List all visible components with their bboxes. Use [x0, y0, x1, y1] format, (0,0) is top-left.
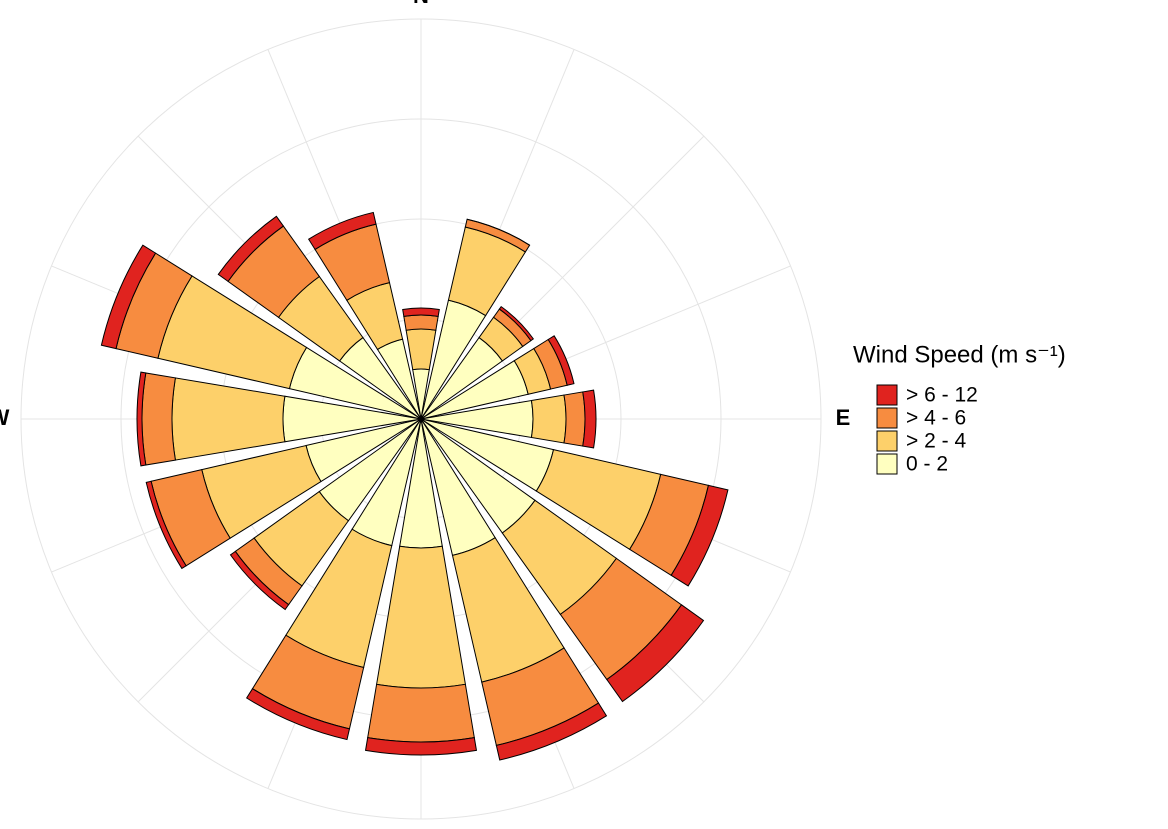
legend-label: > 4 - 6 — [906, 407, 966, 430]
wedge-segment — [403, 314, 439, 331]
wedge-segment — [376, 545, 466, 689]
wedge-segment — [367, 683, 475, 743]
wedge-segment — [670, 484, 729, 587]
direction-label: W — [0, 405, 10, 430]
direction-label: E — [836, 405, 851, 430]
wedge-segment — [171, 377, 286, 461]
legend-swatch — [876, 453, 898, 475]
wedge-segment — [606, 604, 705, 703]
wedge-segment — [245, 687, 351, 741]
wedge-segment — [563, 391, 586, 447]
direction-label: S — [414, 827, 429, 829]
legend-label: > 2 - 4 — [906, 430, 966, 453]
wedge-segment — [547, 335, 575, 386]
wedge-segment — [136, 371, 147, 467]
wedge-segment — [530, 394, 567, 444]
wedge-segment — [307, 211, 377, 251]
wedge-segment — [402, 307, 440, 318]
legend-swatch — [876, 384, 898, 406]
wedge-segment — [100, 244, 157, 350]
legend-swatch — [876, 430, 898, 452]
wedge-segment — [405, 328, 437, 371]
wedge-segment — [582, 389, 597, 449]
wedge-segment — [364, 736, 478, 756]
wedge-segment — [141, 372, 176, 466]
wedge-segment — [229, 550, 290, 611]
wedge-segment — [217, 215, 285, 283]
legend-label: 0 - 2 — [906, 453, 948, 476]
direction-label: N — [413, 0, 429, 8]
wedge-segment — [498, 305, 535, 342]
wedge-segment — [467, 218, 530, 246]
wedge-segment — [495, 702, 608, 761]
legend-label: > 6 - 12 — [906, 384, 978, 407]
legend-swatch — [876, 407, 898, 429]
wedge-segment — [145, 480, 187, 570]
legend-title: Wind Speed (m s⁻¹) — [853, 341, 1066, 368]
